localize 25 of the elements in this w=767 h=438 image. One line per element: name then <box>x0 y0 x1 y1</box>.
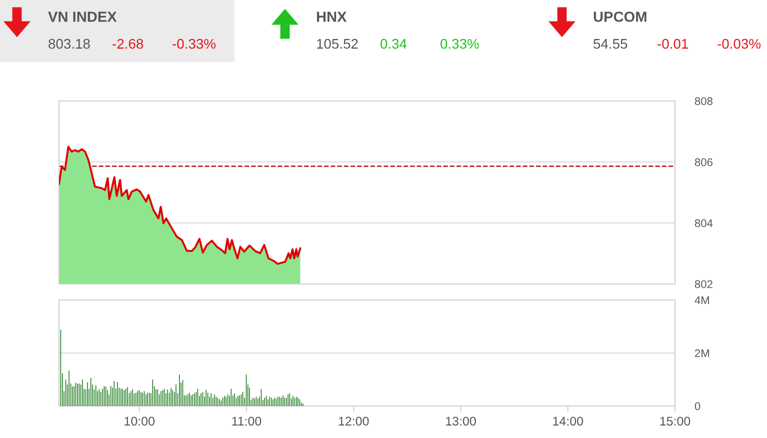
y-tick-label: 808 <box>694 97 712 106</box>
y-tick-label: 4M <box>694 296 709 304</box>
y-tick-label: 2M <box>695 349 709 358</box>
x-tick-label: 11:00 <box>232 416 262 426</box>
data-label: 0.33% <box>440 38 479 49</box>
x-tick-label: 15:00 <box>660 416 690 426</box>
y-tick-label: 804 <box>694 219 713 228</box>
y-tick-label: 802 <box>694 280 712 288</box>
data-label: -0.33% <box>172 38 216 49</box>
data-label: 105.52 <box>317 38 358 49</box>
category-label: UPCOM <box>594 12 646 22</box>
y-tick-label: 806 <box>694 158 712 166</box>
data-label: -0.01 <box>658 38 688 49</box>
x-tick-label: 13:00 <box>446 416 476 426</box>
data-label: -0.03% <box>718 38 761 49</box>
x-tick-label: 14:00 <box>553 416 584 426</box>
y-tick-label: 0 <box>694 402 700 410</box>
category-label: HNX <box>316 12 347 22</box>
category-label: VN INDEX <box>48 12 117 22</box>
data-label: -2.68 <box>112 38 144 49</box>
data-label: 0.34 <box>380 38 407 49</box>
x-tick-label: 12:00 <box>338 416 369 426</box>
x-tick-label: 10:00 <box>124 416 154 426</box>
data-label: 803.18 <box>48 38 90 49</box>
data-label: 54.55 <box>594 39 628 49</box>
